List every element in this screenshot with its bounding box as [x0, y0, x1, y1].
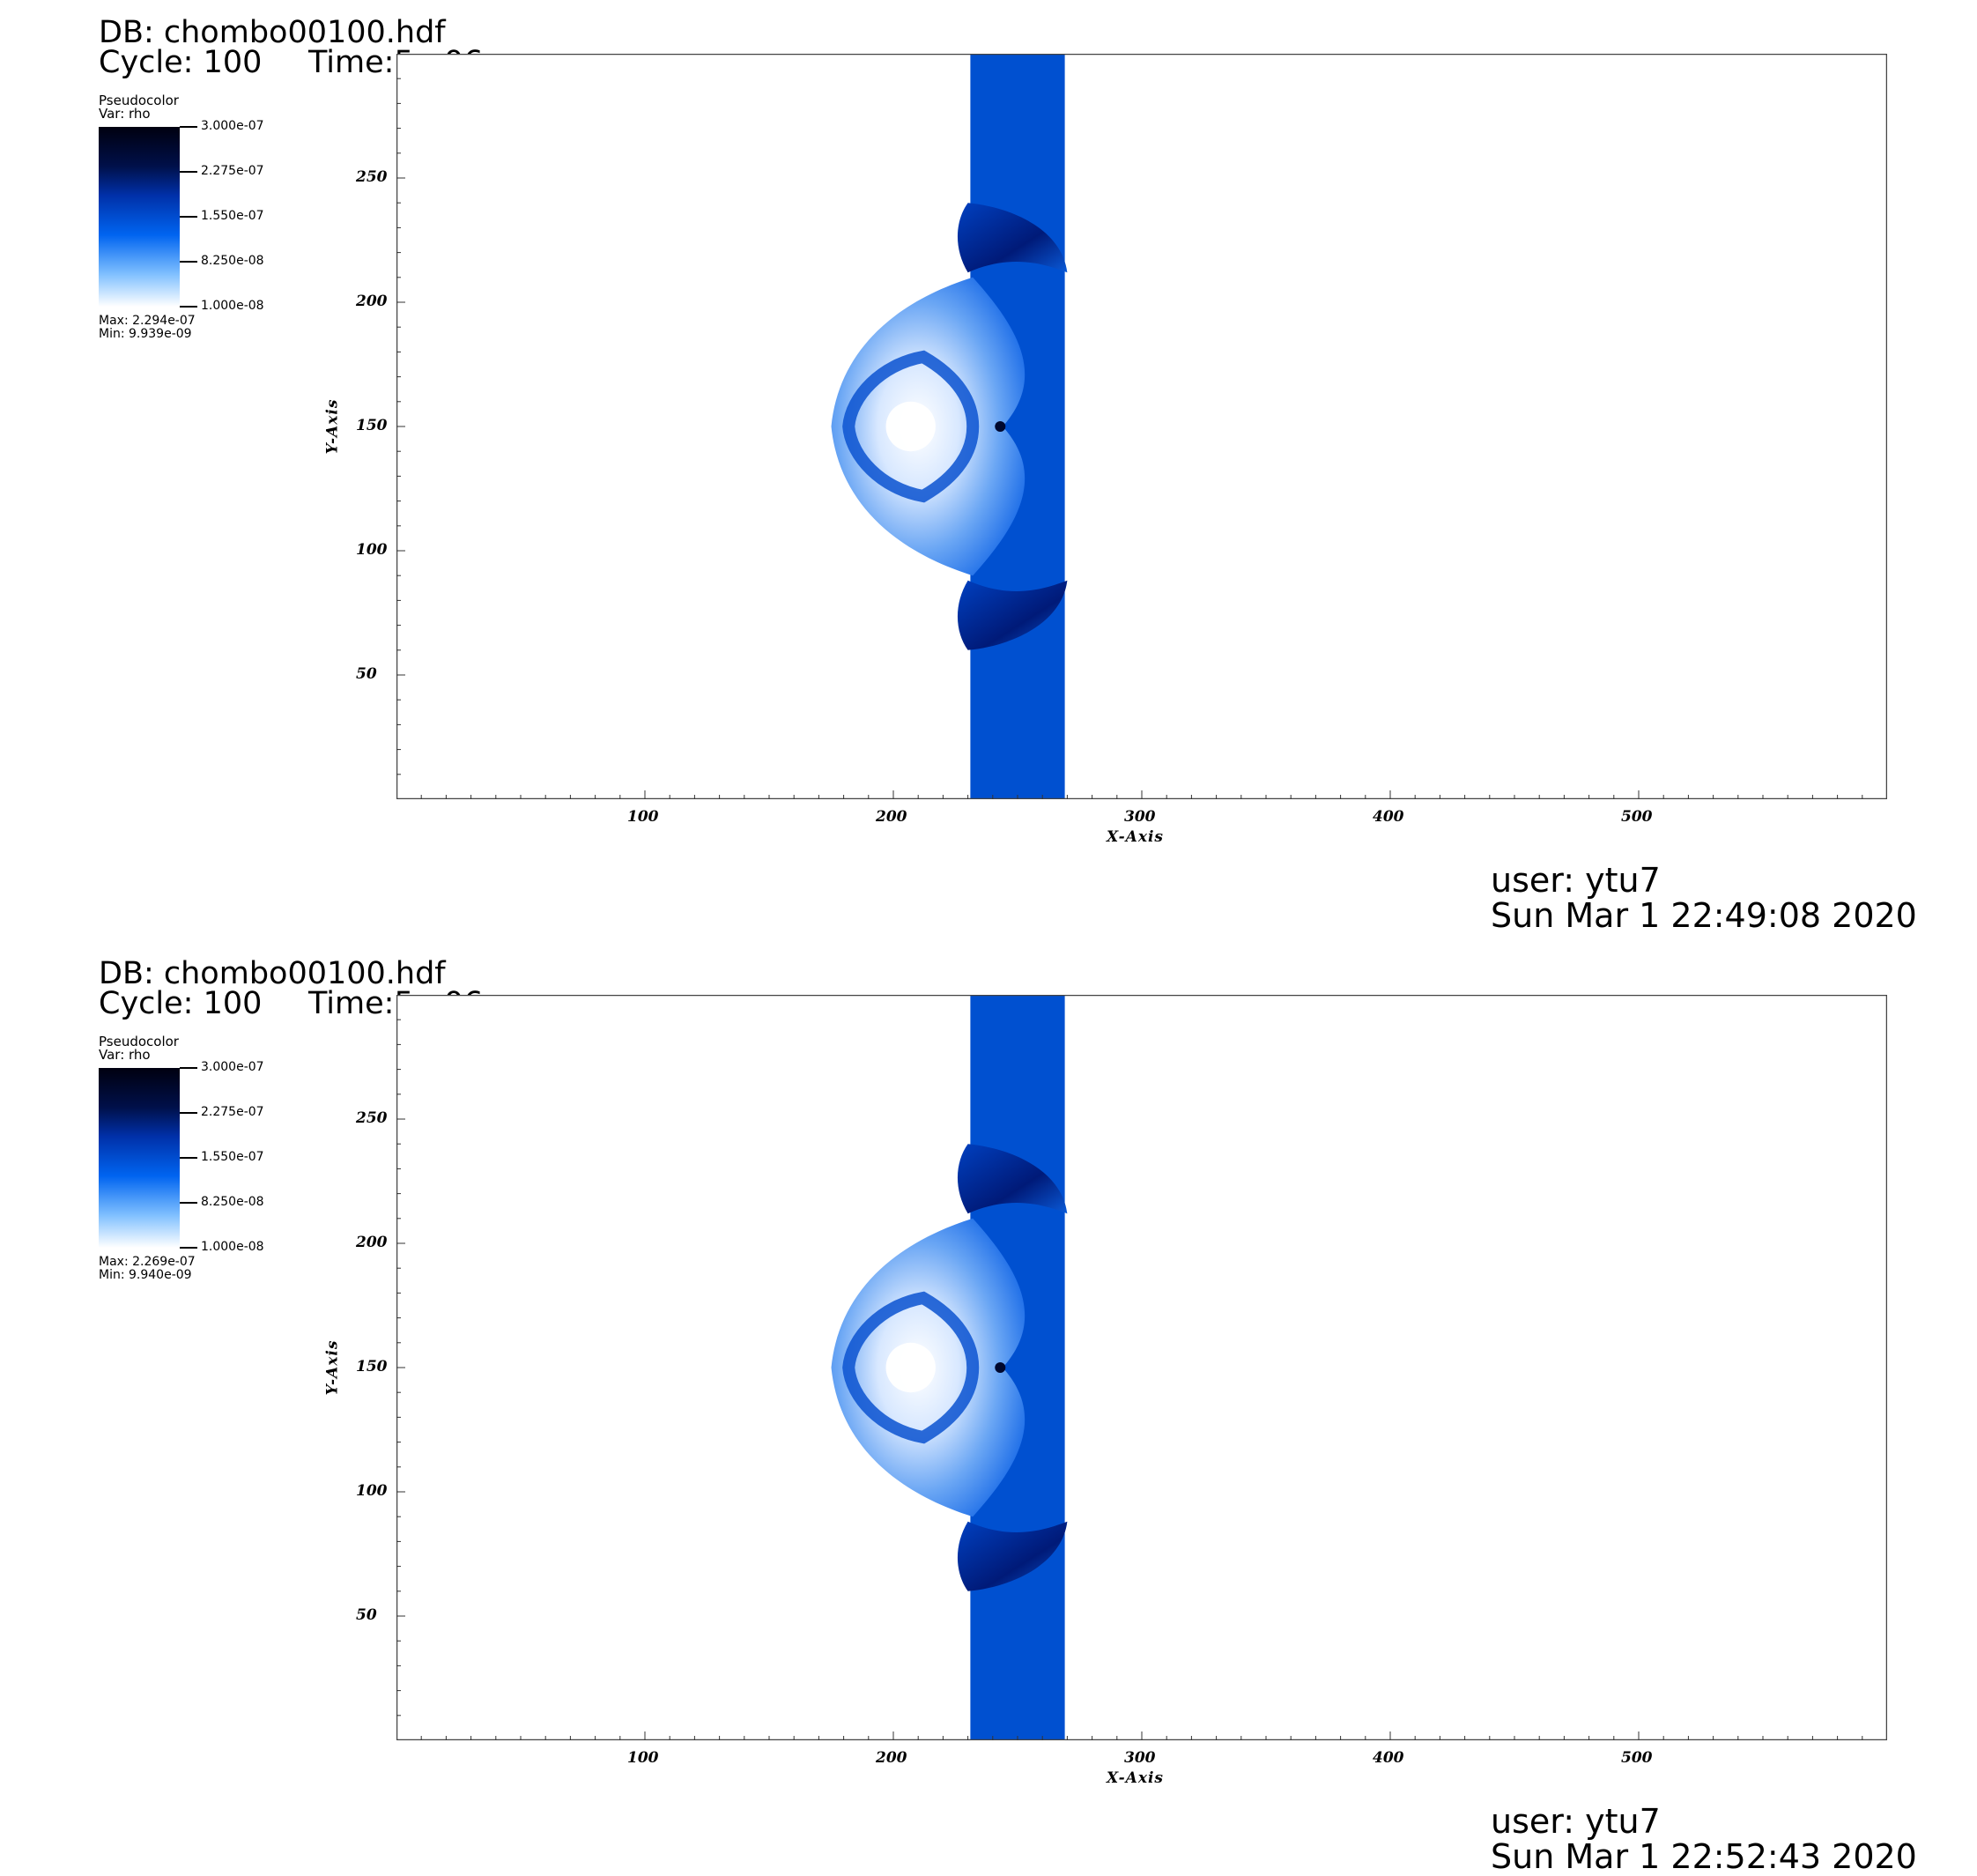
- colorbar-tick-label: 3.000e-07: [201, 119, 264, 133]
- density-peak: [995, 1362, 1006, 1373]
- cycle-label: Cycle: 100: [99, 986, 263, 1021]
- y-tick-label: 250: [356, 168, 388, 186]
- legend-min: Min: 9.939e-09: [99, 327, 192, 341]
- upper-cap: [957, 203, 1068, 273]
- pseudocolor-plot: [396, 53, 1888, 800]
- db-label: DB: chombo00100.hdf: [99, 956, 446, 991]
- colorbar-tick-label: 2.275e-07: [201, 1105, 264, 1119]
- x-tick-label: 200: [876, 808, 907, 826]
- y-tick-label: 100: [356, 1482, 388, 1500]
- colorbar-tick-label: 8.250e-08: [201, 1195, 264, 1209]
- legend-var: Var: rho: [99, 1047, 151, 1063]
- plot-panel-2: DB: chombo00100.hdf Cycle: 100 Time:5e-0…: [0, 936, 1977, 1876]
- legend-plot-type: Pseudocolor: [99, 93, 179, 108]
- colorbar-tick: [180, 306, 197, 308]
- date-label: Sun Mar 1 22:49:08 2020: [1491, 896, 1917, 935]
- y-tick-label: 200: [356, 1234, 388, 1251]
- y-tick-label: 250: [356, 1109, 388, 1127]
- colorbar-tick: [180, 261, 197, 263]
- x-tick-label: 500: [1621, 1749, 1653, 1767]
- db-label: DB: chombo00100.hdf: [99, 15, 446, 50]
- lower-cap: [957, 1521, 1068, 1591]
- colorbar-tick: [180, 1247, 197, 1249]
- colorbar-tick: [180, 1202, 197, 1204]
- legend-min: Min: 9.940e-09: [99, 1268, 192, 1282]
- colorbar-tick-label: 1.550e-07: [201, 1150, 264, 1164]
- y-axis-title: Y-Axis: [323, 1339, 342, 1396]
- lower-cap: [957, 580, 1068, 650]
- y-tick-label: 100: [356, 541, 388, 559]
- y-axis-title: Y-Axis: [323, 398, 342, 455]
- legend-max: Max: 2.294e-07: [99, 314, 196, 328]
- colorbar: [99, 127, 180, 307]
- cycle-label: Cycle: 100: [99, 45, 263, 80]
- colorbar-tick: [180, 1067, 197, 1069]
- plot-panel-1: DB: chombo00100.hdf Cycle: 100 Time:5e-0…: [0, 0, 1977, 936]
- inner-ring: [842, 1291, 980, 1444]
- x-axis-title: X-Axis: [1107, 828, 1164, 846]
- colorbar-tick-label: 8.250e-08: [201, 254, 264, 268]
- x-tick-label: 200: [876, 1749, 907, 1767]
- plot-background: [396, 995, 1887, 1740]
- date-label: Sun Mar 1 22:52:43 2020: [1491, 1837, 1917, 1876]
- x-tick-label: 500: [1621, 808, 1653, 826]
- pseudocolor-plot: [396, 994, 1888, 1741]
- colorbar-tick-label: 1.550e-07: [201, 209, 264, 223]
- colorbar-tick-label: 3.000e-07: [201, 1060, 264, 1074]
- density-peak: [995, 421, 1006, 432]
- inner-ring: [842, 350, 980, 503]
- low-density-core: [885, 401, 936, 452]
- x-axis-title: X-Axis: [1107, 1769, 1164, 1787]
- user-label: user: ytu7: [1491, 861, 1661, 900]
- y-tick-label: 200: [356, 293, 388, 310]
- x-tick-label: 100: [627, 808, 659, 826]
- y-tick-label: 50: [356, 1606, 377, 1624]
- colorbar-tick-label: 1.000e-08: [201, 1240, 264, 1254]
- colorbar-tick: [180, 126, 197, 128]
- legend-var: Var: rho: [99, 106, 151, 122]
- colorbar-tick: [180, 171, 197, 173]
- user-label: user: ytu7: [1491, 1802, 1661, 1841]
- colorbar-tick: [180, 216, 197, 218]
- legend-max: Max: 2.269e-07: [99, 1255, 196, 1269]
- y-tick-label: 50: [356, 665, 377, 683]
- colorbar-tick: [180, 1157, 197, 1159]
- x-tick-label: 300: [1124, 808, 1156, 826]
- low-density-core: [885, 1342, 936, 1393]
- plot-area: [396, 994, 1888, 1741]
- x-tick-label: 400: [1373, 1749, 1404, 1767]
- plot-area: [396, 53, 1888, 800]
- upper-cap: [957, 1144, 1068, 1214]
- x-tick-label: 100: [627, 1749, 659, 1767]
- x-tick-label: 400: [1373, 808, 1404, 826]
- y-tick-label: 150: [356, 417, 388, 434]
- colorbar-tick: [180, 1112, 197, 1114]
- plot-background: [396, 54, 1887, 799]
- x-tick-label: 300: [1124, 1749, 1156, 1767]
- colorbar-tick-label: 1.000e-08: [201, 299, 264, 313]
- y-tick-label: 150: [356, 1358, 388, 1375]
- colorbar: [99, 1068, 180, 1248]
- colorbar-tick-label: 2.275e-07: [201, 164, 264, 178]
- legend-plot-type: Pseudocolor: [99, 1034, 179, 1049]
